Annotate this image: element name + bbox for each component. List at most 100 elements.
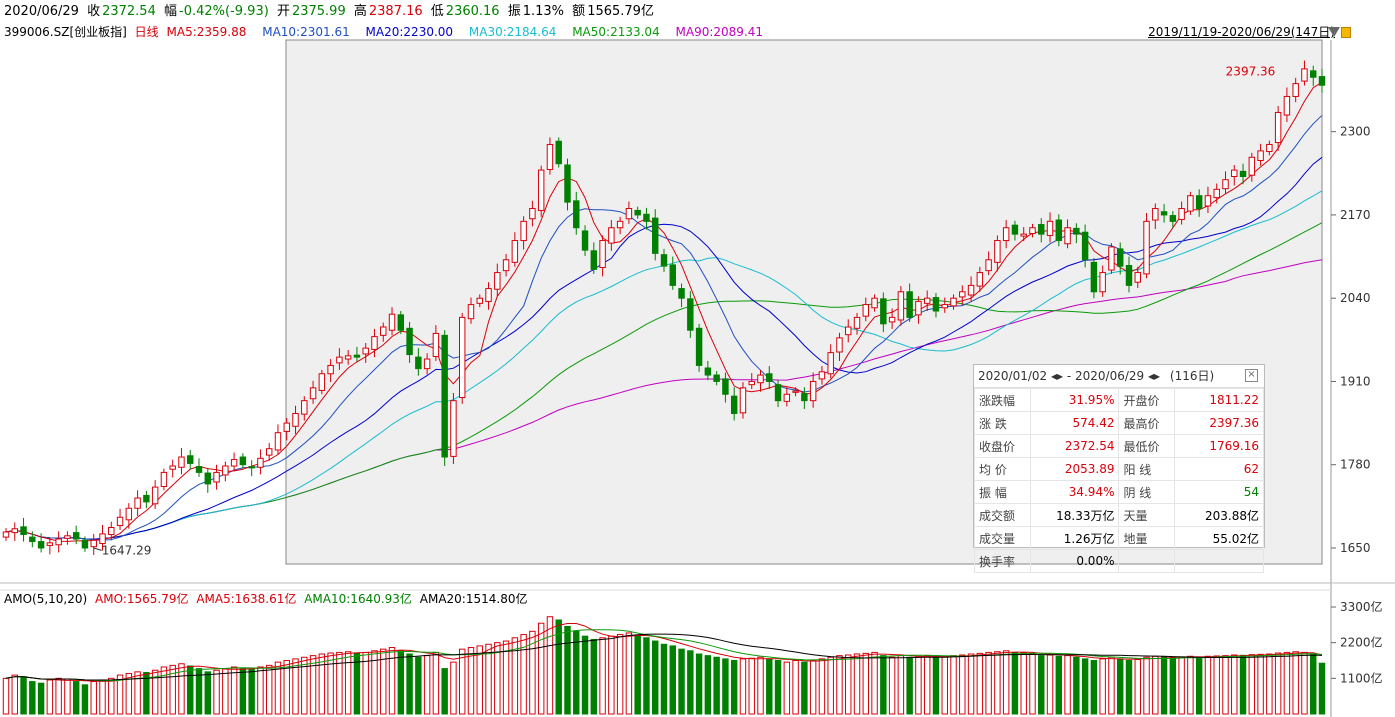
candle-down	[669, 264, 676, 286]
left-right-arrow-icon[interactable]: ◂▸	[1148, 369, 1161, 383]
range-start: 2020/01/02	[978, 369, 1048, 383]
stats-label: 开盘价	[1118, 388, 1176, 412]
date-range-link[interactable]: 2019/11/19-2020/06/29(147日)	[1148, 25, 1335, 39]
amo-bar	[581, 635, 589, 715]
amo-bar	[230, 666, 238, 715]
period-label[interactable]: 日线	[134, 25, 159, 39]
amo-bar	[555, 619, 562, 715]
amo-bar	[739, 658, 747, 715]
amo-bar	[178, 663, 185, 715]
amo-bar	[1310, 653, 1317, 715]
left-right-arrow-icon[interactable]: ◂▸	[1051, 369, 1064, 383]
candle-down	[248, 466, 255, 469]
stats-label: 天量	[1118, 503, 1176, 527]
candle-up	[1301, 68, 1308, 82]
stats-label: 均 价	[974, 457, 1031, 481]
candle-down	[1038, 224, 1045, 235]
amo-bar	[134, 671, 141, 715]
amo-bar	[64, 678, 71, 715]
candle-down	[81, 539, 89, 549]
stats-value: 1769.16	[1174, 434, 1264, 458]
candle-down	[406, 327, 413, 356]
close-icon[interactable]: ×	[1245, 369, 1258, 382]
amo-bar	[1292, 651, 1299, 715]
amo-bar	[72, 681, 80, 715]
amo-bar	[985, 651, 992, 715]
amo-bar	[1055, 655, 1063, 715]
candle-up	[1134, 272, 1141, 283]
amo-bar	[1195, 656, 1203, 715]
candle-down	[397, 314, 405, 331]
candle-up	[1108, 246, 1115, 271]
stats-label: 成交额	[974, 503, 1031, 527]
amo-bar	[248, 668, 255, 715]
change-value: -0.42%(-9.93)	[179, 4, 269, 19]
change-label: 幅	[164, 4, 178, 19]
candle-up	[274, 432, 282, 451]
amo-bar	[871, 651, 878, 715]
amo-bar	[1160, 656, 1168, 715]
candle-up	[809, 380, 817, 402]
amo-bar	[1248, 654, 1256, 715]
stats-value: 31.95%	[1029, 388, 1120, 412]
amo-bar	[599, 637, 606, 715]
candle-up	[625, 208, 633, 220]
amo-bar	[862, 652, 870, 715]
candle-up	[2, 531, 10, 538]
amo-bar	[1178, 656, 1185, 715]
candle-up	[476, 297, 483, 304]
candle-down	[564, 164, 571, 203]
candle-up	[537, 169, 545, 211]
amo-tick-label: 2200亿	[1340, 635, 1383, 650]
amo-bar	[1187, 655, 1194, 715]
stats-row: 换手率 0.00%	[974, 549, 1264, 573]
candle-down	[441, 334, 448, 458]
amo-bar	[915, 655, 922, 715]
candle-down	[1073, 227, 1080, 235]
candle-up	[388, 313, 396, 331]
amo-bar	[1318, 662, 1326, 715]
high-label: 高	[353, 4, 367, 19]
amo-bar	[458, 648, 466, 715]
amo-bar	[994, 651, 1001, 715]
candle-up	[46, 542, 54, 546]
candle-down	[143, 494, 150, 503]
amo-bar	[836, 655, 843, 715]
lock-icon[interactable]	[1341, 27, 1351, 38]
candle-up	[371, 336, 378, 350]
amo-bar	[2, 677, 10, 715]
amo-bar	[344, 651, 352, 715]
amo-bar	[1064, 655, 1071, 715]
candle-down	[239, 456, 247, 466]
amo-bar	[327, 652, 334, 715]
candle-up	[1204, 195, 1212, 207]
amo-bar	[1213, 655, 1220, 715]
amo-bar	[766, 658, 773, 715]
amo-bar	[1152, 655, 1159, 715]
high-value: 2387.16	[368, 4, 423, 19]
stats-row: 成交量 1.26万亿 地量 55.02亿	[974, 526, 1264, 550]
candle-down	[1081, 231, 1089, 261]
candle-down	[678, 288, 685, 299]
stats-value: 203.88亿	[1174, 503, 1264, 527]
candle-up	[739, 387, 747, 414]
candle-up	[292, 412, 299, 427]
dropdown-triangle-icon[interactable]	[1328, 27, 1340, 37]
stats-label	[1118, 549, 1176, 573]
stats-row: 收盘价 2372.54 最低价 1769.16	[974, 434, 1264, 458]
amo-bar	[380, 648, 387, 715]
candle-up	[344, 355, 352, 360]
stats-value: 1.26万亿	[1029, 526, 1120, 550]
ma20-label: MA20:2230.00	[365, 25, 454, 39]
amo-bar	[1116, 658, 1124, 715]
candle-down	[801, 393, 808, 402]
amo-bar	[151, 669, 159, 715]
candle-up	[222, 465, 229, 476]
candle-down	[1195, 195, 1203, 210]
amo-bar	[792, 660, 799, 715]
amo-bar	[108, 677, 115, 715]
amo-bar	[818, 658, 826, 715]
amo-bar	[1222, 655, 1229, 715]
stats-label: 振 幅	[974, 480, 1031, 504]
